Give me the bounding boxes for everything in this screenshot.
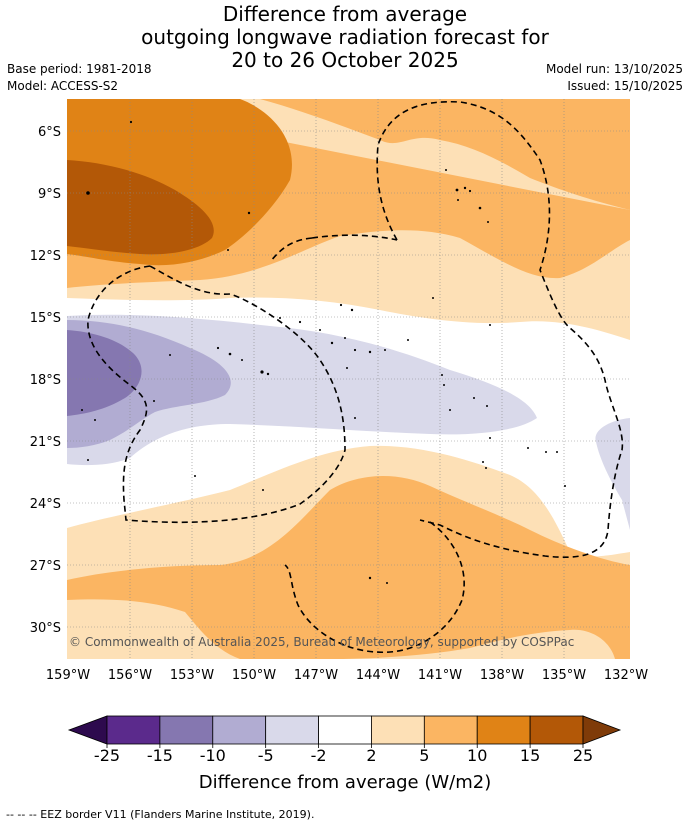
colorbar-tick-label: 2: [366, 746, 376, 765]
lon-label: 135°W: [542, 668, 586, 683]
lon-label: 138°W: [480, 668, 524, 683]
lon-label: 156°W: [108, 668, 152, 683]
lon-label: 159°W: [46, 668, 90, 683]
lat-label: 30°S: [30, 621, 61, 636]
model-name: Model: ACCESS-S2: [7, 79, 119, 93]
colorbar-bin: [371, 715, 425, 745]
graticule: [67, 99, 630, 659]
lat-label: 24°S: [30, 497, 61, 512]
contour-neg10-neg15: [67, 330, 142, 416]
map-figure: © Commonwealth of Australia 2025, Bureau…: [30, 99, 648, 793]
lon-label: 147°W: [294, 668, 338, 683]
contour-neg2-neg5-east: [595, 418, 630, 530]
colorbar-bin: [265, 715, 319, 745]
colorbar-bin: [318, 715, 372, 745]
lon-label: 132°W: [604, 668, 648, 683]
colorbar-bin: [106, 715, 161, 745]
colorbar-tick-label: -15: [147, 746, 173, 765]
title-line-2: outgoing longwave radiation forecast for: [141, 25, 549, 49]
title-line-3: 20 to 26 October 2025: [231, 48, 459, 72]
lat-label: 15°S: [30, 311, 61, 326]
colorbar-extend-low: [67, 715, 108, 745]
lon-label: 141°W: [418, 668, 462, 683]
colorbar-bin: [476, 715, 531, 745]
eez-borders: [87, 100, 624, 653]
colorbar-bin: [159, 715, 214, 745]
base-period: Base period: 1981-2018: [7, 62, 152, 76]
colorbar-tick-label: -5: [258, 746, 274, 765]
lat-label: 21°S: [30, 435, 61, 450]
colorbar-bin: [423, 715, 478, 745]
contour-15-25-north: [67, 160, 214, 255]
lat-label: 6°S: [38, 125, 61, 140]
colorbar-tick-label: 5: [419, 746, 429, 765]
colorbar-tick-label: -2: [311, 746, 327, 765]
islands: [81, 120, 566, 584]
issued-date: Issued: 15/10/2025: [567, 79, 683, 93]
model-run: Model run: 13/10/2025: [545, 62, 683, 76]
eez-footnote: -- -- -- EEZ border V11 (Flanders Marine…: [6, 808, 315, 821]
eez-french-polynesia: [376, 100, 624, 559]
contour-5-10-south: [67, 475, 630, 659]
colorbar-extend-high: [582, 715, 622, 745]
lat-label: 27°S: [30, 559, 61, 574]
lat-label: 12°S: [30, 249, 61, 264]
eez-cook-islands: [87, 265, 346, 524]
colorbar-tick-label: 10: [467, 746, 487, 765]
colorbar-bin: [212, 715, 267, 745]
colorbar-bin: [529, 715, 584, 745]
latitude-labels: 6°S 9°S 12°S 15°S 18°S 21°S 24°S 27°S 30…: [30, 125, 61, 636]
lon-label: 144°W: [356, 668, 400, 683]
colorbar-tick-label: -25: [94, 746, 120, 765]
title-line-1: Difference from average: [222, 2, 468, 26]
lat-label: 9°S: [38, 187, 61, 202]
eez-link: [311, 234, 398, 241]
colorbar-tick-label: -10: [200, 746, 226, 765]
longitude-labels: 159°W 156°W 153°W 150°W 147°W 144°W 141°…: [46, 668, 648, 683]
eez-pitcairn: [284, 521, 465, 653]
map-area: © Commonwealth of Australia 2025, Bureau…: [67, 99, 630, 659]
copyright-notice: © Commonwealth of Australia 2025, Bureau…: [69, 635, 574, 649]
colorbar-tick-label: 25: [573, 746, 593, 765]
lat-label: 18°S: [30, 373, 61, 388]
colorbar-tick-label: 15: [520, 746, 540, 765]
eez-pitcairn-ne: [269, 237, 313, 263]
colorbar-label: Difference from average (W/m2): [199, 772, 491, 793]
lon-label: 153°W: [170, 668, 214, 683]
lon-label: 150°W: [232, 668, 276, 683]
